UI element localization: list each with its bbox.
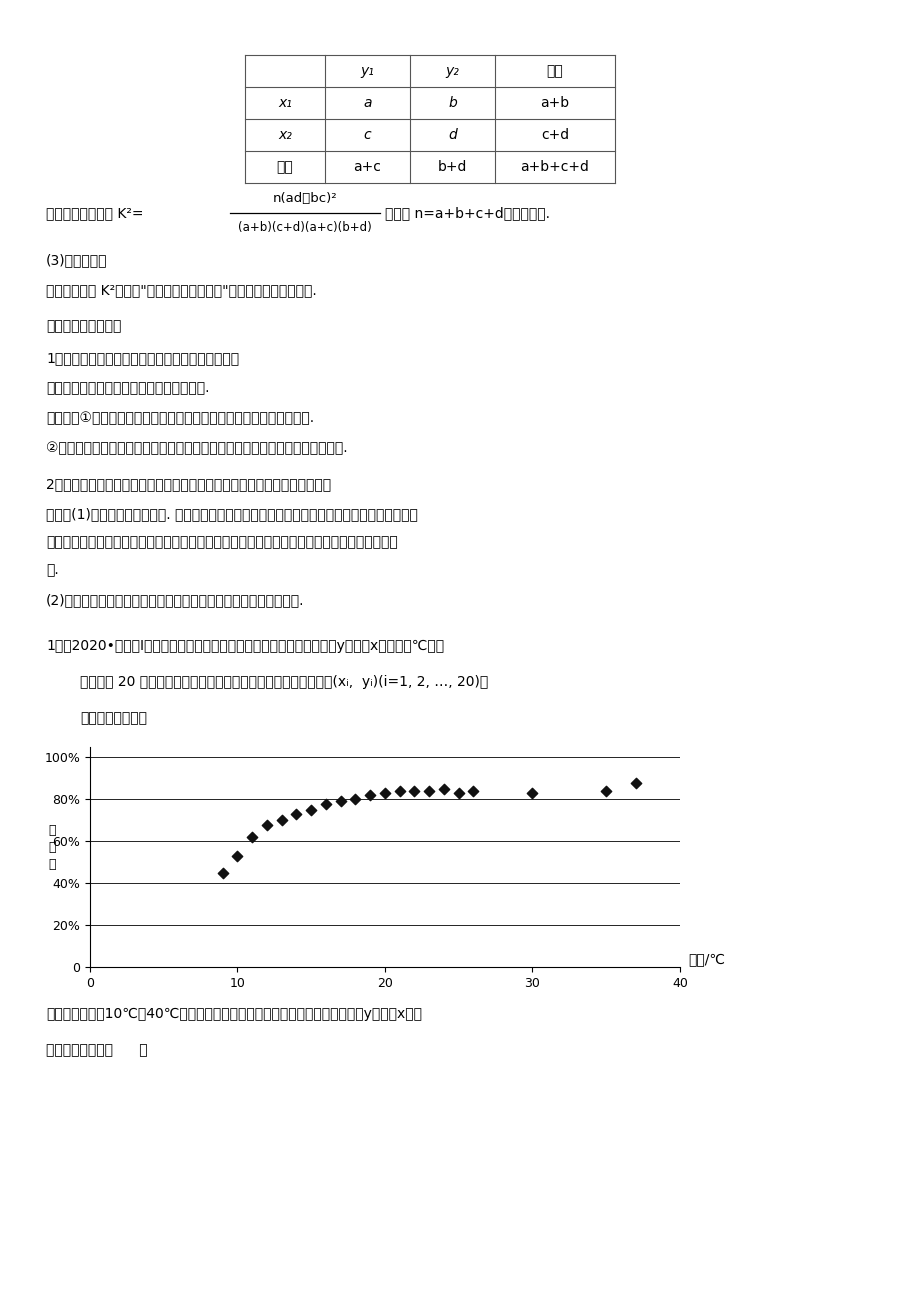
Point: [422, 781, 437, 802]
Text: c+d: c+d: [540, 128, 569, 142]
Point: [318, 793, 333, 814]
Text: 提示　(1)不一定都有实际意义. 回归分析是对具有相关关系的两个变量进行统计分析的方法，只有: 提示 (1)不一定都有实际意义. 回归分析是对具有相关关系的两个变量进行统计分析…: [46, 506, 417, 521]
Text: 归方程类型的是（      ）: 归方程类型的是（ ）: [46, 1043, 147, 1057]
Text: 1．（2020•新课标Ⅰ）某校一个课外学习小组为研究某作物种子的发芽率y和温度x（单位：℃）的: 1．（2020•新课标Ⅰ）某校一个课外学习小组为研究某作物种子的发芽率y和温度x…: [46, 639, 444, 654]
Point: [303, 799, 318, 820]
Text: 在散点图大致呈线性时，求出的线性回归方程才有实际意义，否则，求出的线性回归方程毫无意: 在散点图大致呈线性时，求出的线性回归方程才有实际意义，否则，求出的线性回归方程毫…: [46, 535, 397, 549]
Text: 【概念方法微思考】: 【概念方法微思考】: [46, 319, 121, 333]
Text: y₂: y₂: [445, 64, 459, 78]
Text: y₁: y₁: [360, 64, 374, 78]
Text: 总计: 总计: [277, 160, 293, 174]
Text: 总计: 总计: [546, 64, 562, 78]
Point: [289, 803, 303, 824]
Point: [274, 810, 289, 831]
Text: (3)独立性检验: (3)独立性检验: [46, 253, 108, 267]
Text: 提示　相同点：两者均是指两个变量的关系.: 提示 相同点：两者均是指两个变量的关系.: [46, 381, 210, 395]
Point: [377, 783, 391, 803]
Point: [333, 792, 347, 812]
Text: a+b: a+b: [539, 96, 569, 109]
Text: a+c: a+c: [353, 160, 381, 174]
Point: [392, 781, 407, 802]
Point: [259, 814, 274, 835]
Text: 利用随机变量 K²来判断"两个分类变量有关系"的方法称为独立性检验.: 利用随机变量 K²来判断"两个分类变量有关系"的方法称为独立性检验.: [46, 283, 316, 297]
Point: [244, 827, 259, 848]
Text: 由此散点图，在10℃至40℃之间，下面四个回归方程类型中最适宜作为发芽率y和温度x的回: 由此散点图，在10℃至40℃之间，下面四个回归方程类型中最适宜作为发芽率y和温度…: [46, 1006, 422, 1021]
Text: 1．变量的相关关系与变量的函数关系有什么区别？: 1．变量的相关关系与变量的函数关系有什么区别？: [46, 352, 239, 365]
Text: 发: 发: [48, 824, 56, 837]
Point: [215, 862, 230, 883]
Text: (a+b)(c+d)(a+c)(b+d): (a+b)(c+d)(a+c)(b+d): [238, 220, 371, 233]
Text: 温度/℃: 温度/℃: [687, 952, 724, 966]
Point: [347, 789, 362, 810]
Point: [407, 781, 422, 802]
Point: [598, 781, 613, 802]
Text: 芽: 芽: [48, 841, 56, 854]
Text: x₂: x₂: [278, 128, 291, 142]
Text: b: b: [448, 96, 457, 109]
Point: [628, 772, 642, 793]
Text: 构造一个随机变量 K²=: 构造一个随机变量 K²=: [46, 206, 143, 220]
Point: [230, 845, 244, 866]
Point: [451, 783, 466, 803]
Text: n(ad－bc)²: n(ad－bc)²: [272, 193, 337, 206]
Point: [466, 781, 481, 802]
Text: ②函数关系是一种因果关系，而相关关系不一定是因果关系，也可能是伴随关系.: ②函数关系是一种因果关系，而相关关系不一定是因果关系，也可能是伴随关系.: [46, 441, 347, 454]
Text: 关系，在 20 个不同的温度条件下进行种子发芽实验，由实验数据(xᵢ,  yᵢ)(i=1, 2, …, 20)得: 关系，在 20 个不同的温度条件下进行种子发芽实验，由实验数据(xᵢ, yᵢ)(…: [80, 674, 488, 689]
Text: a: a: [363, 96, 371, 109]
Text: a+b+c+d: a+b+c+d: [520, 160, 589, 174]
Point: [362, 785, 377, 806]
Text: d: d: [448, 128, 457, 142]
Text: (2)根据回归方程进行预报，仅是一个预报值，而不是真实发生的值.: (2)根据回归方程进行预报，仅是一个预报值，而不是真实发生的值.: [46, 592, 304, 607]
Text: 不同点：①函数关系是一种确定的关系，相关关系是一种非确定的关系.: 不同点：①函数关系是一种确定的关系，相关关系是一种非确定的关系.: [46, 411, 313, 424]
Text: x₁: x₁: [278, 96, 291, 109]
Text: ，其中 n=a+b+c+d为样本容量.: ，其中 n=a+b+c+d为样本容量.: [384, 206, 550, 220]
Text: 到下面的散点图：: 到下面的散点图：: [80, 711, 147, 725]
Text: 义.: 义.: [46, 562, 59, 577]
Point: [437, 779, 451, 799]
Point: [525, 783, 539, 803]
Text: b+d: b+d: [437, 160, 467, 174]
Text: c: c: [363, 128, 371, 142]
Text: 2．线性回归方程是否都有实际意义？根据回归方程进行预报是否一定准确？: 2．线性回归方程是否都有实际意义？根据回归方程进行预报是否一定准确？: [46, 477, 331, 491]
Text: 率: 率: [48, 858, 56, 871]
